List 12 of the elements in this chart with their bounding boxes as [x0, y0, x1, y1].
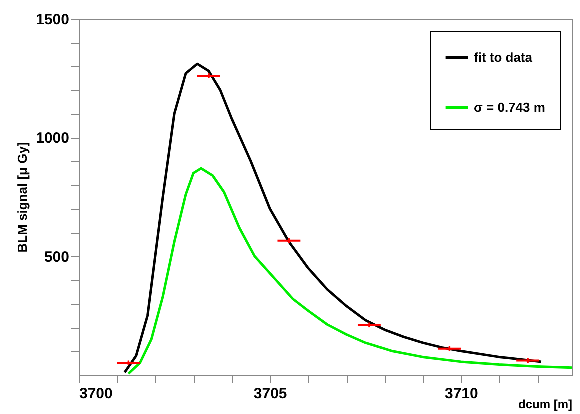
x-tick-label: 3705 — [254, 386, 288, 402]
y-axis-title: BLM signal [μ Gy] — [15, 142, 30, 253]
y-tick-label: 500 — [44, 248, 70, 266]
x-axis-title: dcum [m] — [518, 398, 573, 412]
x-tick-label: 3710 — [444, 386, 478, 402]
legend-label: fit to data — [474, 50, 534, 65]
line-series — [124, 62, 543, 374]
legend-label: σ = 0.743 m — [474, 100, 546, 115]
line-series — [127, 167, 574, 376]
x-tick-label: 3700 — [80, 386, 113, 402]
y-tick-label: 1500 — [36, 12, 70, 28]
y-tick-label: 1000 — [36, 130, 70, 148]
